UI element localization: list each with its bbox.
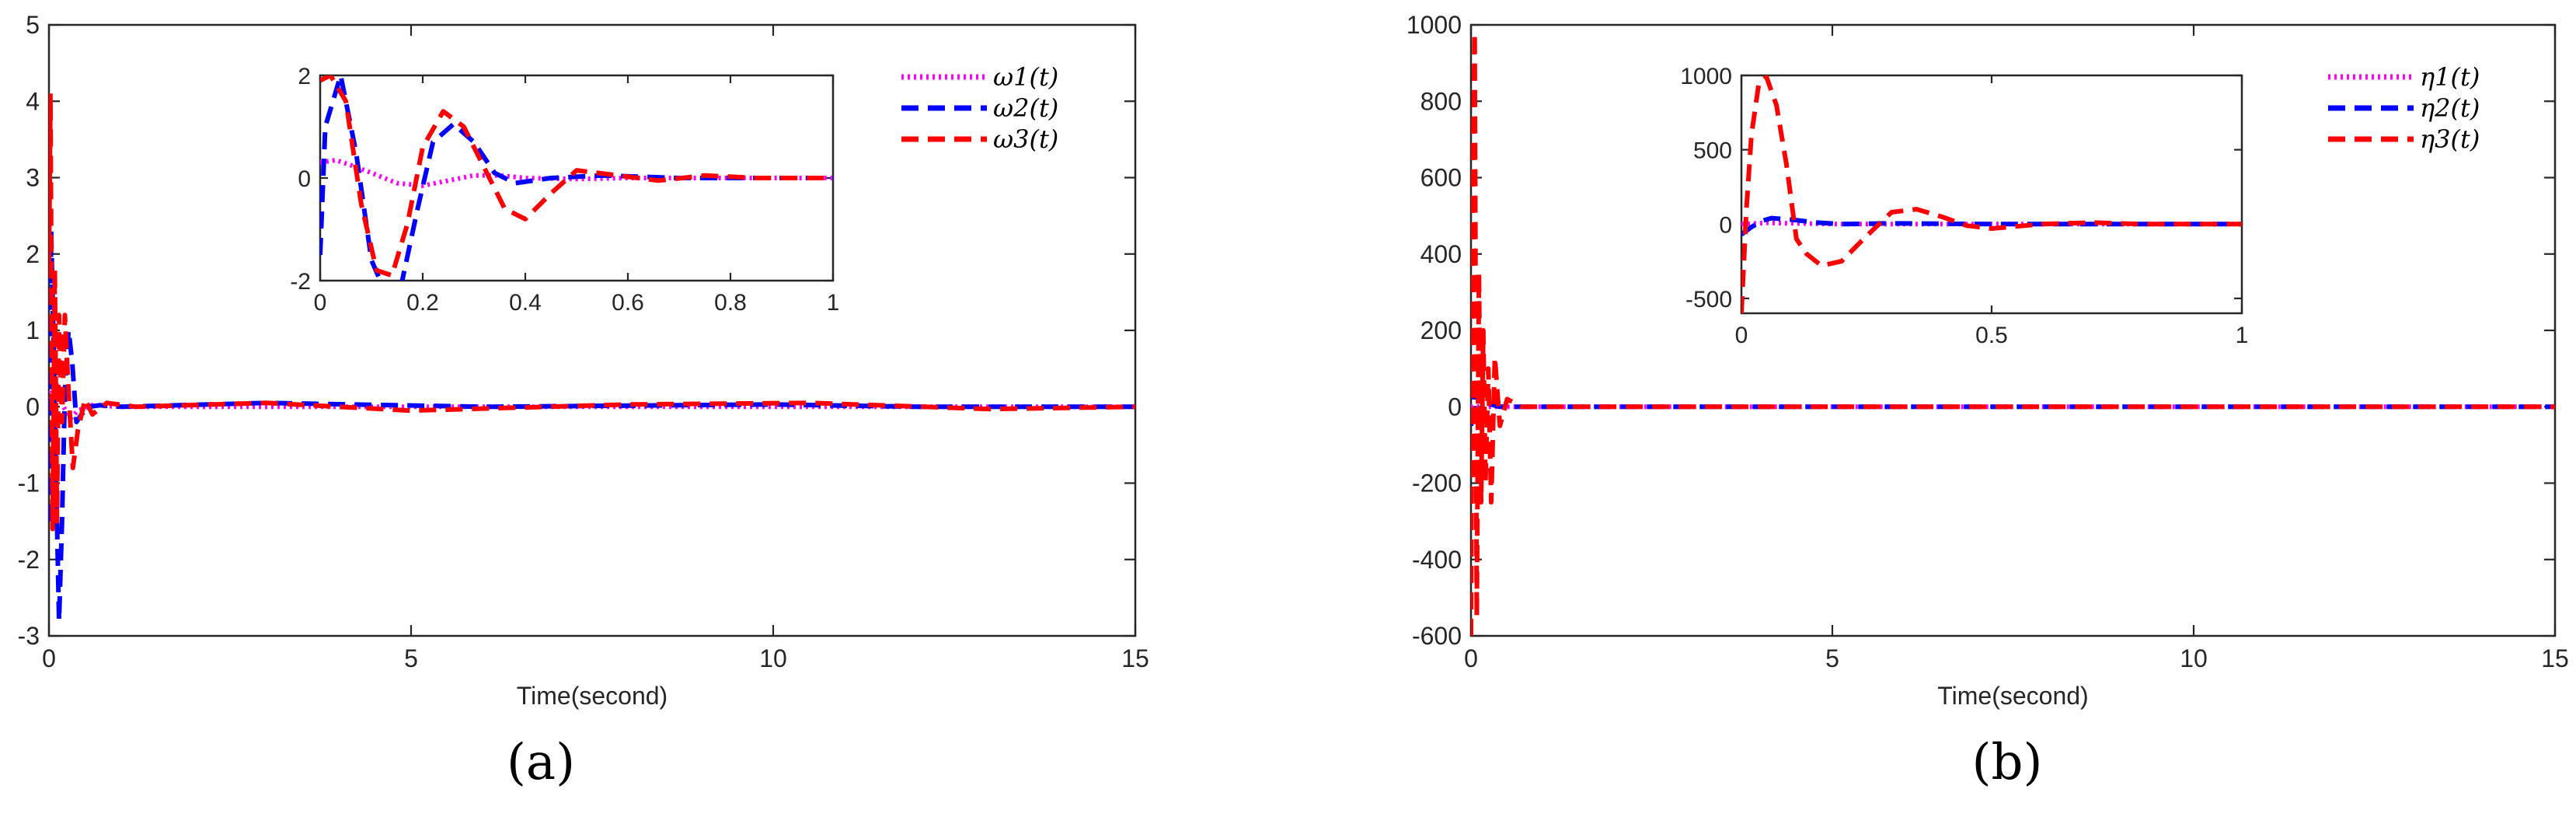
chart-a-inset-x-tick-label: 0.4 — [509, 290, 542, 316]
chart-a-inset-series-line-1 — [320, 157, 833, 188]
chart-a-y-tick-label: 2 — [26, 240, 40, 268]
chart-b-inset-series-line-2 — [1741, 215, 2242, 237]
chart-a-x-axis-label: Time(second) — [517, 682, 668, 710]
chart-a-y-tick-label: 5 — [26, 11, 40, 39]
chart-a-inset-x-tick-label: 0.8 — [714, 290, 747, 316]
chart-b-x-tick-label: 5 — [1825, 644, 1839, 672]
chart-a-y-tick-label: -3 — [18, 622, 40, 650]
chart-a-y-tick-label: 3 — [26, 164, 40, 192]
panel-label-b: (b) — [1972, 734, 2043, 791]
chart-a-inset-x-tick-label: 1 — [827, 290, 840, 316]
chart-b-legend-label-3: η3(t) — [2420, 124, 2480, 154]
chart-a-legend-label-3: ω3(t) — [993, 124, 1058, 154]
chart-b-inset-y-tick-label: 1000 — [1680, 64, 1732, 89]
chart-b-y-tick-label: -200 — [1412, 470, 1462, 498]
chart-b-y-tick-label: -400 — [1412, 546, 1462, 574]
chart-b-inset-series-group — [1741, 75, 2242, 313]
chart-b-inset-x-tick-label: 0.5 — [1975, 323, 2008, 348]
chart-b-main-series-line-3 — [1471, 30, 2555, 636]
chart-a-x-tick-label: 5 — [404, 644, 418, 672]
chart-a-x-tick-label: 0 — [42, 644, 56, 672]
chart-b-legend-label-2: η2(t) — [2420, 93, 2480, 123]
chart-b-x-tick-label: 15 — [2541, 644, 2569, 672]
chart-b-inset-y-tick-label: 0 — [1719, 212, 1732, 238]
chart-a-main-series-line-2 — [49, 229, 1135, 623]
chart-b-y-tick-label: 200 — [1420, 316, 1462, 344]
chart-b-main-series-group — [1471, 30, 2555, 636]
chart-a-legend-label-2: ω2(t) — [993, 93, 1058, 123]
chart-b-inset-y-tick-label: 500 — [1693, 138, 1732, 164]
chart-a-y-tick-label: -1 — [18, 470, 40, 498]
chart-b-y-tick-label: 600 — [1420, 164, 1462, 192]
chart-b-legend-label-1: η1(t) — [2420, 62, 2480, 92]
panel-b: 0 5 10 15-600-400-20002004006008001000Time(… — [1407, 11, 2569, 710]
chart-a-x-tick-label: 15 — [1121, 644, 1149, 672]
chart-a-y-tick-label: 0 — [26, 393, 40, 421]
chart-b-inset-x-tick-label: 0 — [1735, 323, 1748, 348]
chart-a-inset-x-tick-label: 0.2 — [406, 290, 439, 316]
chart-a-main-series-line-3 — [49, 91, 1135, 532]
chart-a-inset: 0 0.2 0.4 0.6 0.8 1-202 — [290, 64, 839, 316]
chart-b-x-axis-label: Time(second) — [1937, 682, 2088, 710]
chart-a-main-series-line-1 — [49, 377, 1135, 421]
chart-a-inset-series-line-3 — [320, 75, 833, 278]
chart-b-inset-series-line-3 — [1741, 75, 2242, 313]
chart-a-x-tick-label: 10 — [759, 644, 787, 672]
chart-b-y-tick-label: -600 — [1412, 622, 1462, 650]
chart-a-y-tick-label: 4 — [26, 87, 40, 115]
chart-b-y-tick-label: 400 — [1420, 240, 1462, 268]
chart-a-y-tick-label: 1 — [26, 316, 40, 344]
chart-a-inset-series-group — [320, 75, 833, 281]
chart-a-legend-label-1: ω1(t) — [993, 62, 1058, 92]
chart-a-inset-y-tick-label: 0 — [298, 166, 311, 192]
chart-b-y-tick-label: 800 — [1420, 87, 1462, 115]
chart-a-inset-y-tick-label: -2 — [290, 269, 311, 295]
chart-b-x-tick-label: 0 — [1464, 644, 1478, 672]
chart-b-inset-x-tick-label: 1 — [2236, 323, 2249, 348]
chart-b-x-tick-label: 10 — [2180, 644, 2208, 672]
chart-b-y-tick-label: 0 — [1448, 393, 1462, 421]
panel-label-a: (a) — [507, 734, 575, 791]
chart-a-main-series-group — [49, 91, 1135, 623]
chart-b-y-tick-label: 1000 — [1407, 11, 1462, 39]
chart-a-inset-x-tick-label: 0 — [314, 290, 327, 316]
chart-a-inset-y-tick-label: 2 — [298, 64, 311, 89]
chart-b-inset-y-tick-label: -500 — [1685, 287, 1732, 312]
chart-a-y-tick-label: -2 — [18, 546, 40, 574]
chart-a-inset-x-tick-label: 0.6 — [612, 290, 644, 316]
chart-b-inset-background — [1741, 75, 2242, 313]
